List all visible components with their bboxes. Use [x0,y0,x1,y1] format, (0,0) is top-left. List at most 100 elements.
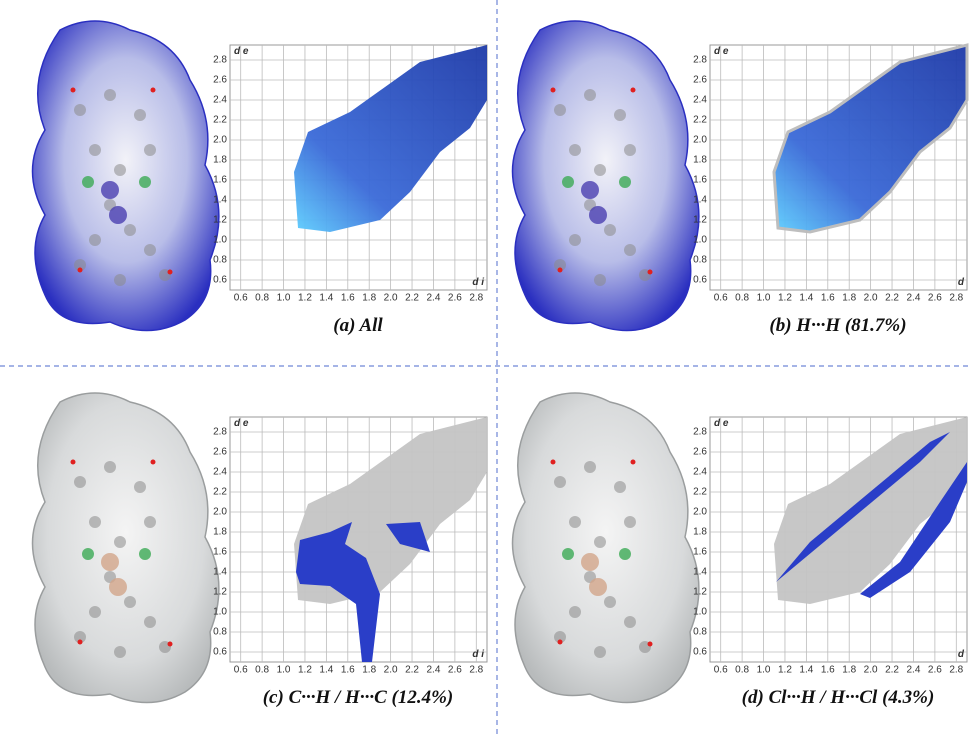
y-tick-label: 0.6 [693,275,707,286]
y-axis-label: d e [234,46,249,57]
x-tick-label: 2.6 [448,293,462,304]
y-tick-label: 1.2 [693,215,707,226]
atom [594,164,606,176]
contact-spot [558,640,563,645]
x-tick-label: 1.0 [277,293,291,304]
y-tick-label: 0.8 [693,255,707,266]
y-tick-label: 2.0 [213,507,227,518]
y-tick-label: 2.6 [693,447,707,458]
y-tick-label: 0.6 [213,275,227,286]
contact-spot [631,88,636,93]
contact-spot [631,460,636,465]
y-tick-label: 0.6 [693,647,707,658]
y-tick-label: 2.4 [693,95,707,106]
x-tick-label: 1.8 [842,665,856,676]
contact-spot [551,88,556,93]
y-tick-label: 1.2 [213,587,227,598]
x-tick-label: 2.0 [864,293,878,304]
atom [144,516,156,528]
atom [569,606,581,618]
chlorine-atom [82,548,94,560]
atom [89,516,101,528]
atom [134,109,146,121]
x-tick-label: 0.8 [255,293,269,304]
y-tick-label: 0.8 [213,627,227,638]
y-tick-label: 2.2 [213,487,227,498]
metal-atom [109,578,127,596]
x-tick-label: 0.6 [234,665,248,676]
contact-spot [648,270,653,275]
y-tick-label: 1.8 [213,527,227,538]
y-tick-label: 2.8 [213,427,227,438]
y-tick-label: 2.6 [693,75,707,86]
x-tick-label: 1.6 [821,293,835,304]
y-tick-label: 2.6 [213,447,227,458]
atom [604,596,616,608]
x-tick-label: 1.2 [298,665,312,676]
metal-atom [109,206,127,224]
atom [89,606,101,618]
contact-spot [78,268,83,273]
atom [74,104,86,116]
x-tick-label: 1.6 [821,665,835,676]
atom [114,164,126,176]
atom [584,461,596,473]
atom [569,516,581,528]
caption: (a) All [333,315,383,336]
x-tick-label: 1.0 [757,665,771,676]
atom [569,234,581,246]
x-tick-label: 2.8 [949,293,963,304]
x-tick-label: 1.4 [319,293,333,304]
x-tick-label: 1.2 [298,293,312,304]
y-tick-label: 1.4 [693,567,707,578]
y-tick-label: 2.4 [213,95,227,106]
surface [513,21,699,331]
x-tick-label: 1.2 [778,665,792,676]
chlorine-atom [619,176,631,188]
atom [114,646,126,658]
y-tick-label: 2.2 [693,487,707,498]
atom [554,104,566,116]
hirshfeld-surface [513,21,699,331]
y-tick-label: 1.8 [213,155,227,166]
contact-spot [558,268,563,273]
x-tick-label: 2.8 [469,293,483,304]
y-tick-label: 1.6 [213,547,227,558]
x-tick-label: 0.8 [255,665,269,676]
metal-atom [101,181,119,199]
y-tick-label: 2.4 [693,467,707,478]
x-tick-label: 2.8 [949,665,963,676]
atom [74,476,86,488]
x-tick-label: 2.6 [448,665,462,676]
contact-spot [168,642,173,647]
x-tick-label: 0.8 [735,665,749,676]
atom [114,536,126,548]
x-tick-label: 2.8 [469,665,483,676]
y-tick-label: 1.0 [213,607,227,618]
contact-spot [168,270,173,275]
y-tick-label: 2.8 [213,55,227,66]
atom [104,461,116,473]
x-tick-label: 1.4 [799,293,813,304]
atom [114,274,126,286]
y-tick-label: 1.8 [693,155,707,166]
y-tick-label: 2.8 [693,55,707,66]
atom [144,244,156,256]
chlorine-atom [139,176,151,188]
y-tick-label: 1.2 [213,215,227,226]
surface [33,393,219,703]
contact-spot [151,88,156,93]
hirshfeld-surface [33,21,219,331]
atom [594,536,606,548]
x-tick-label: 0.6 [234,293,248,304]
x-tick-label: 1.0 [277,665,291,676]
atom [594,646,606,658]
atom [124,596,136,608]
x-axis-label: d i [472,649,484,660]
y-tick-label: 2.0 [693,507,707,518]
contact-spot [71,460,76,465]
y-axis-label: d e [714,418,729,429]
contact-spot [151,460,156,465]
hirshfeld-surface [33,393,219,703]
x-tick-label: 1.6 [341,665,355,676]
